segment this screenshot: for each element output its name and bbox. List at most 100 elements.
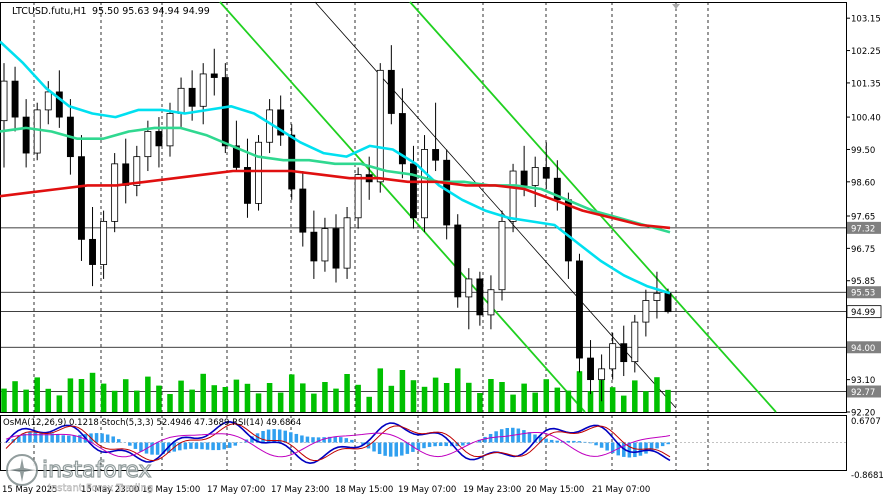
osma-bar xyxy=(139,443,143,452)
osma-bar xyxy=(395,443,399,457)
osma-bar xyxy=(134,443,138,449)
price-tag-label: 97.32 xyxy=(851,224,875,234)
osma-bar xyxy=(594,443,598,446)
osma-bar xyxy=(444,443,448,447)
channel-line xyxy=(410,2,776,412)
price-pane[interactable] xyxy=(0,2,776,412)
osma-bar xyxy=(333,437,337,443)
osma-bar xyxy=(633,443,637,458)
candle-body xyxy=(267,110,273,142)
candle-body xyxy=(477,279,483,315)
candle-body xyxy=(388,70,394,113)
osma-bar xyxy=(506,428,510,442)
osma-bar xyxy=(461,443,465,446)
candle-body xyxy=(300,189,306,232)
osma-bar xyxy=(189,443,193,449)
osma-bar xyxy=(34,432,38,443)
candle-body xyxy=(377,70,383,181)
osc-axis-min: -0.8681 xyxy=(851,471,884,481)
osma-bar xyxy=(378,443,382,455)
candle-body xyxy=(156,131,162,145)
candle-body xyxy=(632,322,638,362)
osma-bar xyxy=(400,443,404,456)
candle-body xyxy=(333,229,339,269)
candle-body xyxy=(255,142,261,203)
candle-body xyxy=(587,358,593,380)
candle-body xyxy=(466,279,472,297)
x-tick-label: 21 May 07:00 xyxy=(592,485,650,495)
osma-bar xyxy=(522,430,526,442)
price-tag-label: 92.77 xyxy=(851,388,875,398)
y-tick-label: 96.75 xyxy=(851,245,875,255)
osma-bar xyxy=(200,443,204,450)
osma-bar xyxy=(666,443,670,445)
candle-body xyxy=(145,131,151,156)
osma-bar xyxy=(206,443,210,450)
candle-body xyxy=(532,167,538,185)
candle-body xyxy=(322,229,328,261)
candle-body xyxy=(211,74,217,78)
candle-body xyxy=(488,290,494,315)
osma-bar xyxy=(73,435,77,442)
osma-bar xyxy=(517,429,521,443)
x-tick-label: 17 May 23:00 xyxy=(271,485,329,495)
candle-body xyxy=(45,92,51,110)
osma-bar xyxy=(234,443,238,446)
price-tag-label: 94.00 xyxy=(851,344,875,354)
osma-bar xyxy=(284,431,288,443)
x-tick-label: 17 May 07:00 xyxy=(207,485,265,495)
candle-body xyxy=(565,200,571,261)
candle-body xyxy=(610,344,616,369)
osma-bar xyxy=(628,443,632,458)
candle-body xyxy=(433,149,439,160)
candle-body xyxy=(200,74,206,106)
osma-bar xyxy=(28,432,32,442)
price-tag-label: 95.53 xyxy=(851,289,875,299)
candle-body xyxy=(134,157,140,186)
y-tick-label: 92.20 xyxy=(851,409,875,419)
candle-body xyxy=(410,164,416,218)
osma-bar xyxy=(555,441,559,443)
candle-body xyxy=(499,221,505,289)
osma-bar xyxy=(605,443,609,451)
candle-body xyxy=(311,232,317,261)
x-tick-label: 18 May 15:00 xyxy=(335,485,393,495)
indicator-label: OsMA(12,26,9) 0.1218 Stoch(5,3,3) 52.494… xyxy=(3,418,301,428)
osma-bar xyxy=(428,443,432,447)
y-tick-label: 95.85 xyxy=(851,277,875,287)
symbol-label: LTCUSD.futu,H1 xyxy=(12,6,87,17)
candle-body xyxy=(178,88,184,113)
channel-line xyxy=(220,2,585,412)
candle-body xyxy=(455,225,461,297)
osma-bar xyxy=(228,443,232,448)
osma-bar xyxy=(195,443,199,449)
osma-bar xyxy=(106,434,110,442)
osma-bar xyxy=(528,432,532,442)
ohlc-label: 95.50 95.63 94.94 94.99 xyxy=(92,6,210,17)
osma-bar xyxy=(383,443,387,456)
osma-bar xyxy=(261,431,265,442)
candle-body xyxy=(89,239,95,264)
candle-body xyxy=(355,175,361,218)
osma-bar xyxy=(345,438,349,442)
candle-body xyxy=(12,81,18,117)
osma-bar xyxy=(655,443,659,449)
osma-bar xyxy=(311,437,315,442)
osma-bar xyxy=(295,434,299,443)
candle-body xyxy=(654,293,660,300)
candle-body xyxy=(621,344,627,362)
osma-bar xyxy=(339,437,343,442)
osma-bar xyxy=(389,443,393,457)
osma-bar xyxy=(422,443,426,449)
osma-bar xyxy=(583,442,587,443)
brand-tagline: Instant Forex Trading xyxy=(48,483,153,494)
osma-bar xyxy=(439,443,443,446)
osma-bar xyxy=(372,443,376,452)
y-tick-label: 103.15 xyxy=(851,15,881,25)
candle-body xyxy=(1,81,7,121)
candle-body xyxy=(101,221,107,264)
osma-bar xyxy=(289,432,293,442)
candle-body xyxy=(78,157,84,240)
